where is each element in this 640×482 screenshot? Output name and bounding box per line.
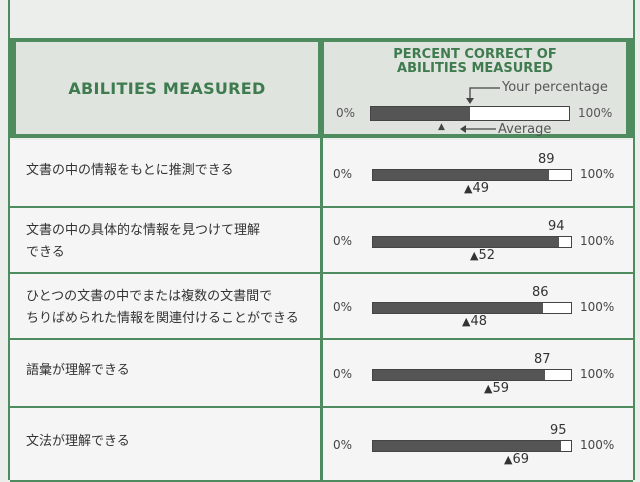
score-bar	[372, 169, 572, 181]
your-percentage-value: 89	[538, 152, 555, 167]
ability-label-cell	[10, 340, 320, 406]
ability-row: ひとつの文書の中でまたは複数の文書間でちりばめられた情報を関連付けることができる…	[10, 274, 633, 338]
scale-max-label: 100%	[580, 234, 615, 248]
abilities-header-title: ABILITIES MEASURED	[68, 78, 266, 98]
average-arrow-icon	[460, 125, 496, 133]
average-marker: ▲48	[462, 314, 487, 329]
legend-max-label: 100%	[578, 106, 613, 120]
percent-header-cell: PERCENT CORRECT OF ABILITIES MEASURED 0%…	[324, 42, 626, 137]
score-bar	[372, 440, 572, 452]
average-value: 59	[492, 381, 510, 396]
column-divider	[320, 138, 323, 480]
average-value: 52	[478, 248, 496, 263]
scale-min-label: 0%	[333, 300, 353, 314]
ability-label: 語彙が理解できる	[26, 360, 130, 382]
ability-label-line: 語彙が理解できる	[26, 363, 130, 378]
average-triangle-icon: ▲	[484, 382, 493, 395]
score-table: ABILITIES MEASURED PERCENT CORRECT OF AB…	[10, 38, 633, 482]
percent-header-title: PERCENT CORRECT OF ABILITIES MEASURED	[393, 47, 557, 76]
average-value: 48	[470, 314, 488, 329]
ability-label-line: 文書の中の情報をもとに推測できる	[26, 163, 234, 178]
ability-label-line: できる	[26, 245, 65, 260]
scale-max-label: 100%	[580, 167, 615, 181]
abilities-header-cell: ABILITIES MEASURED	[16, 42, 318, 134]
your-percentage-value: 86	[532, 285, 549, 300]
scale-min-label: 0%	[333, 367, 353, 381]
scale-min-label: 0%	[333, 438, 353, 452]
your-percentage-value: 87	[534, 352, 551, 367]
average-triangle-icon: ▲	[470, 249, 479, 262]
score-bar-fill	[373, 303, 544, 313]
ability-row: 語彙が理解できる 0% 100% 87 ▲59	[10, 340, 633, 406]
score-bar	[372, 369, 572, 381]
average-value: 49	[472, 181, 490, 196]
ability-label-cell	[10, 408, 320, 480]
your-percentage-value: 94	[548, 219, 565, 234]
average-triangle-icon: ▲	[504, 453, 513, 466]
ability-label: 文書の中の具体的な情報を見つけて理解 できる	[26, 220, 260, 264]
score-bar	[372, 236, 572, 248]
legend-average-triangle-icon: ▲	[438, 122, 445, 132]
ability-label: ひとつの文書の中でまたは複数の文書間でちりばめられた情報を関連付けることができる	[26, 286, 299, 330]
average-triangle-icon: ▲	[464, 182, 473, 195]
average-marker: ▲59	[484, 381, 509, 396]
ability-label: 文法が理解できる	[26, 431, 130, 453]
legend-bar-fill	[371, 107, 470, 120]
legend-min-label: 0%	[336, 106, 356, 120]
scale-max-label: 100%	[580, 438, 615, 452]
ability-label-cell	[10, 208, 320, 272]
score-bar-fill	[373, 441, 562, 451]
score-bar-fill	[373, 170, 550, 180]
scale-min-label: 0%	[333, 234, 353, 248]
scale-max-label: 100%	[580, 367, 615, 381]
legend-bar	[370, 106, 570, 121]
score-bar-fill	[373, 237, 560, 247]
average-marker: ▲49	[464, 181, 489, 196]
your-percentage-value: 95	[550, 423, 567, 438]
ability-label-line: 文書の中の具体的な情報を見つけて理解	[26, 223, 261, 238]
scale-max-label: 100%	[580, 300, 615, 314]
ability-label: 文書の中の情報をもとに推測できる	[26, 160, 233, 182]
legend-your-percentage: Your percentage	[502, 80, 608, 95]
ability-label-line: ちりばめられた情報を関連付けることができる	[26, 311, 299, 326]
ability-row: 文書の中の具体的な情報を見つけて理解 できる 0% 100% 94 ▲52	[10, 208, 633, 272]
score-bar-fill	[373, 370, 546, 380]
ability-row: 文書の中の情報をもとに推測できる 0% 100% 89 ▲49	[10, 140, 633, 206]
ability-label-line: 文法が理解できる	[26, 434, 130, 449]
ability-label-line: ひとつの文書の中でまたは複数の文書間で	[26, 289, 273, 304]
your-percentage-arrow-icon	[466, 87, 500, 104]
legend-average: Average	[498, 122, 552, 137]
page-border-right	[633, 0, 635, 480]
score-bar	[372, 302, 572, 314]
page-border-left	[8, 0, 10, 480]
scale-min-label: 0%	[333, 167, 353, 181]
average-marker: ▲52	[470, 248, 495, 263]
average-triangle-icon: ▲	[462, 315, 471, 328]
average-value: 69	[512, 452, 530, 467]
ability-label-cell	[10, 274, 320, 338]
table-header: ABILITIES MEASURED PERCENT CORRECT OF AB…	[10, 38, 633, 138]
average-marker: ▲69	[504, 452, 529, 467]
ability-label-cell	[10, 140, 320, 206]
ability-row: 文法が理解できる 0% 100% 95 ▲69	[10, 408, 633, 480]
